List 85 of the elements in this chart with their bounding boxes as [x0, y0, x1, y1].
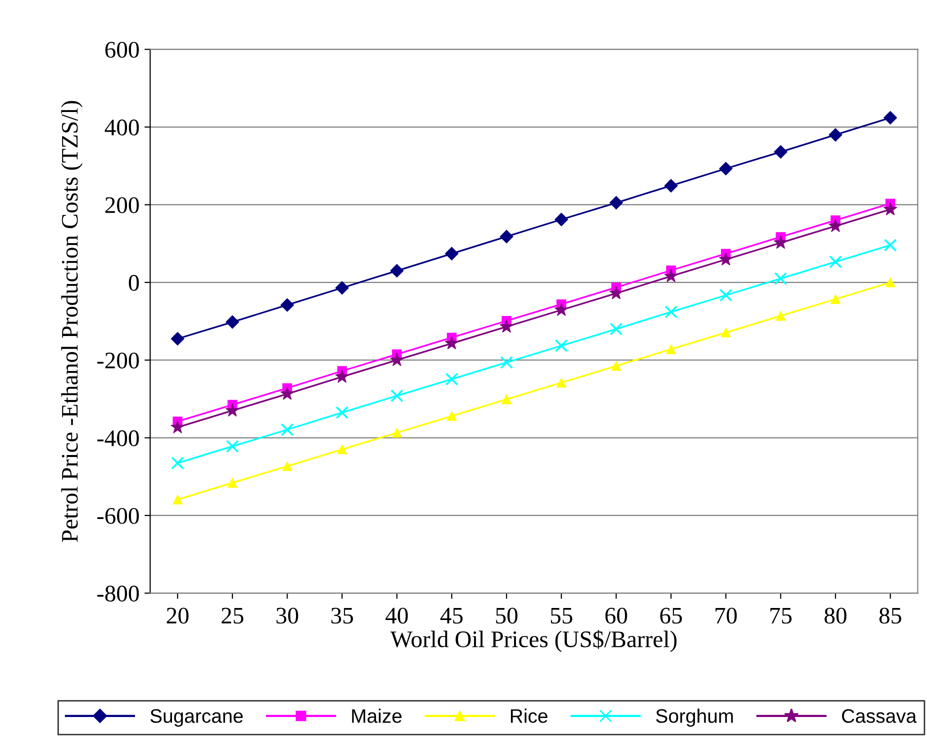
point: [554, 302, 568, 316]
x-tick-label: 25: [222, 608, 244, 624]
point: [885, 278, 896, 288]
point: [336, 406, 349, 420]
point: [774, 236, 788, 249]
point: [228, 478, 238, 488]
point: [774, 145, 788, 159]
y-tick-label: 600: [105, 42, 139, 58]
point: [500, 319, 514, 333]
point: [556, 378, 566, 388]
point: [610, 322, 623, 336]
legend-label: Rice: [510, 708, 548, 723]
legend-label: Cassava: [842, 709, 917, 723]
y-tick-label: 0: [128, 274, 139, 291]
point: [666, 344, 676, 354]
point: [774, 272, 788, 285]
x-tick-label: 35: [331, 608, 353, 624]
point: [609, 286, 624, 300]
point: [611, 361, 622, 371]
x-tick-label: 45: [440, 608, 463, 624]
legend-label: Sugarcane: [150, 709, 243, 727]
x-tick-label: 30: [276, 608, 298, 624]
point: [390, 264, 404, 278]
point: [280, 423, 294, 436]
point: [444, 246, 458, 260]
point: [502, 394, 512, 404]
point: [884, 238, 897, 252]
point: [554, 212, 568, 226]
point: [884, 110, 898, 124]
x-tick-label: 75: [770, 608, 792, 624]
point: [609, 196, 623, 210]
point: [170, 332, 184, 346]
x-tick-label: 50: [496, 608, 518, 624]
point: [171, 456, 184, 470]
point: [170, 420, 185, 434]
point: [719, 288, 732, 302]
point: [830, 294, 840, 304]
point: [446, 411, 457, 421]
point: [720, 328, 731, 338]
point: [500, 356, 513, 369]
point: [554, 339, 568, 352]
x-tick-label: 60: [605, 608, 628, 624]
x-tick-label: 20: [166, 608, 188, 624]
x-tick-label: 65: [660, 608, 682, 624]
point: [392, 428, 402, 438]
point: [500, 230, 514, 244]
y-tick-label: 400: [104, 120, 139, 136]
point: [664, 305, 678, 318]
point: [280, 386, 294, 400]
point: [828, 218, 842, 232]
x-tick-label: 40: [386, 608, 408, 624]
y-axis-title: Petrol Price -Ethanol Production Costs (TZS/l): [61, 100, 83, 542]
point: [664, 268, 678, 282]
point: [335, 370, 350, 383]
point: [390, 389, 404, 402]
point: [282, 461, 292, 472]
x-tick-label: 80: [824, 608, 846, 624]
legend-label: Maize: [352, 708, 402, 723]
point: [172, 494, 182, 504]
point: [664, 178, 678, 192]
point: [337, 444, 347, 454]
x-axis-title: World Oil Prices (US$/Barrel): [390, 630, 677, 652]
point: [226, 440, 239, 453]
point: [828, 128, 842, 142]
point: [776, 310, 786, 321]
x-tick-label: 70: [716, 608, 737, 624]
y-tick-label: -200: [97, 352, 139, 369]
y-tick-label: -400: [97, 430, 139, 446]
point: [335, 281, 349, 295]
point: [829, 255, 842, 268]
point: [883, 202, 898, 216]
point: [390, 352, 404, 366]
point: [226, 315, 240, 329]
point: [719, 162, 733, 176]
y-tick-label: -600: [97, 508, 139, 524]
x-tick-label: 55: [550, 608, 572, 624]
point: [280, 298, 294, 312]
point: [718, 252, 733, 266]
y-tick-label: 200: [105, 197, 139, 214]
point: [225, 403, 240, 417]
x-tick-label: 85: [879, 608, 902, 624]
y-tick-label: -800: [97, 586, 139, 602]
legend-label: Sorghum: [656, 708, 733, 727]
point: [445, 372, 458, 386]
point: [444, 336, 459, 350]
